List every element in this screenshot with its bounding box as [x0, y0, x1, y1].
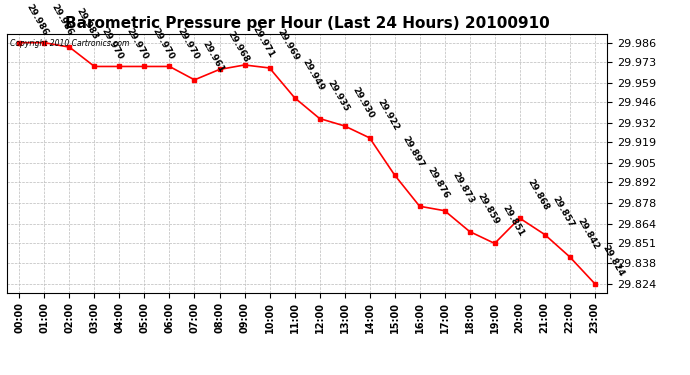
Text: Copyright 2010 Cartronics.com: Copyright 2010 Cartronics.com: [10, 39, 129, 48]
Text: 29.961: 29.961: [200, 40, 225, 74]
Text: 29.868: 29.868: [525, 178, 551, 213]
Text: 29.986: 29.986: [50, 2, 75, 37]
Text: 29.857: 29.857: [550, 194, 575, 229]
Text: 29.842: 29.842: [575, 216, 600, 251]
Text: 29.949: 29.949: [300, 57, 326, 92]
Title: Barometric Pressure per Hour (Last 24 Hours) 20100910: Barometric Pressure per Hour (Last 24 Ho…: [65, 16, 549, 31]
Text: 29.970: 29.970: [125, 26, 150, 61]
Text: 29.969: 29.969: [275, 28, 300, 62]
Text: 29.968: 29.968: [225, 29, 250, 64]
Text: 29.897: 29.897: [400, 135, 426, 170]
Text: 29.922: 29.922: [375, 98, 400, 132]
Text: 29.971: 29.971: [250, 25, 275, 59]
Text: 29.851: 29.851: [500, 203, 525, 238]
Text: 29.876: 29.876: [425, 166, 451, 201]
Text: 29.859: 29.859: [475, 191, 500, 226]
Text: 29.930: 29.930: [350, 86, 375, 120]
Text: 29.986: 29.986: [25, 2, 50, 37]
Text: 29.983: 29.983: [75, 7, 100, 42]
Text: 29.873: 29.873: [450, 171, 475, 205]
Text: 29.970: 29.970: [100, 26, 125, 61]
Text: 29.970: 29.970: [150, 26, 175, 61]
Text: 29.824: 29.824: [600, 243, 625, 278]
Text: 29.970: 29.970: [175, 26, 200, 61]
Text: 29.935: 29.935: [325, 78, 351, 113]
